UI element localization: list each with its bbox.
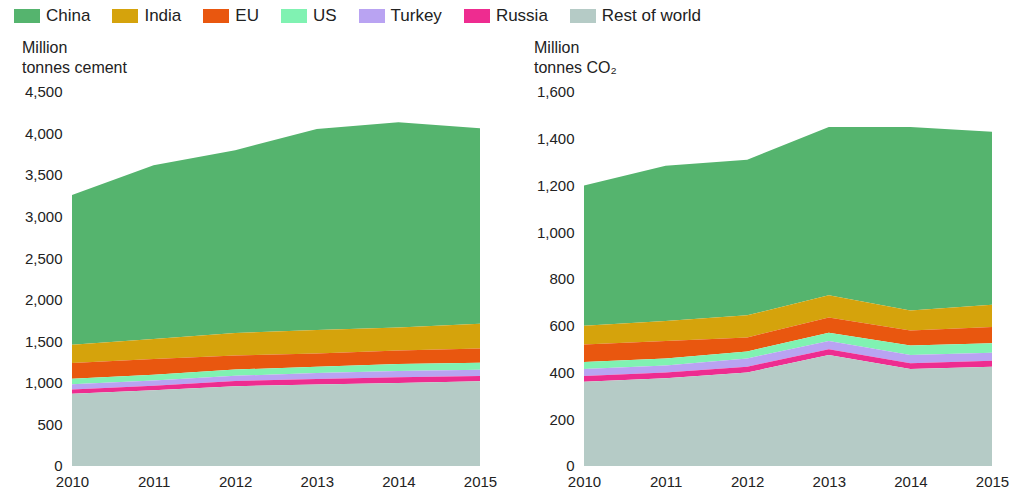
svg-text:1,400: 1,400	[537, 130, 575, 147]
svg-text:2014: 2014	[894, 473, 927, 490]
svg-text:2011: 2011	[650, 473, 682, 490]
svg-text:600: 600	[549, 317, 574, 334]
svg-text:500: 500	[37, 416, 62, 433]
svg-text:4,000: 4,000	[25, 125, 63, 142]
html-text:India: India	[144, 6, 182, 25]
svg-text:2010: 2010	[56, 473, 89, 490]
svg-text:0: 0	[54, 457, 62, 474]
svg-text:1,600: 1,600	[537, 83, 575, 100]
html-text:Russia: Russia	[495, 6, 548, 25]
svg-text:200: 200	[549, 411, 574, 428]
svg-text:2010: 2010	[568, 473, 601, 490]
html-text:China: China	[46, 6, 91, 25]
svg-text:2015: 2015	[976, 473, 1009, 490]
svg-text:2012: 2012	[219, 473, 252, 490]
html-text:tonnes CO₂: tonnes CO₂	[534, 59, 617, 76]
svg-text:0: 0	[566, 457, 574, 474]
svg-text:1,200: 1,200	[537, 177, 575, 194]
html-text:tonnes cement: tonnes cement	[22, 59, 127, 76]
svg-text:2011: 2011	[138, 473, 170, 490]
svg-text:1,000: 1,000	[537, 224, 575, 241]
svg-text:1,500: 1,500	[25, 333, 63, 350]
svg-text:3,500: 3,500	[25, 166, 63, 183]
svg-text:400: 400	[549, 364, 574, 381]
svg-text:2,000: 2,000	[25, 291, 63, 308]
html-text:Million: Million	[534, 39, 580, 56]
svg-text:3,000: 3,000	[25, 208, 63, 225]
svg-text:4,500: 4,500	[25, 83, 63, 100]
svg-text:2015: 2015	[464, 473, 497, 490]
svg-text:2013: 2013	[301, 473, 334, 490]
svg-text:2012: 2012	[731, 473, 764, 490]
svg-text:1,000: 1,000	[25, 374, 63, 391]
html-text:EU: EU	[235, 6, 259, 25]
html-text:Turkey: Turkey	[390, 6, 442, 25]
svg-text:2013: 2013	[813, 473, 846, 490]
html-text:US: US	[312, 6, 337, 25]
svg-text:800: 800	[549, 270, 574, 287]
svg-text:2014: 2014	[382, 473, 415, 490]
html-text:Million: Million	[22, 39, 68, 56]
svg-text:2,500: 2,500	[25, 250, 63, 267]
html-text:Rest of world: Rest of world	[601, 6, 701, 25]
